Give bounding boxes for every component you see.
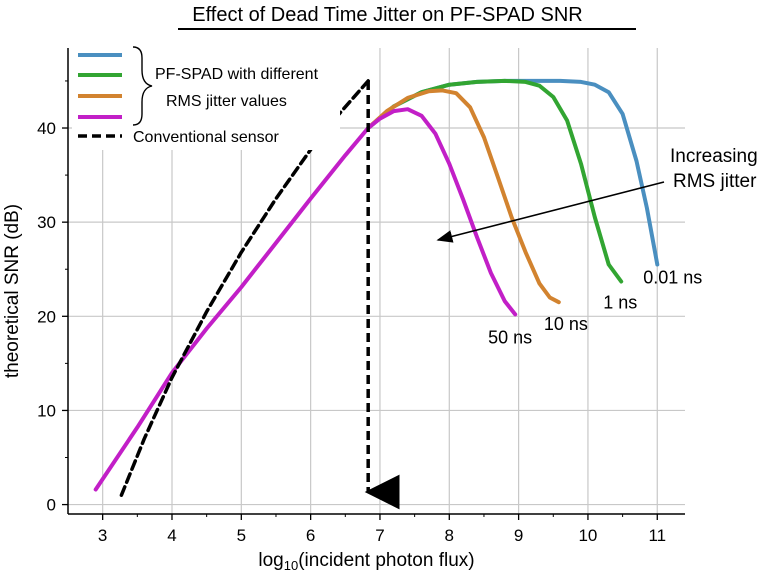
x-tick-label: 9 [514, 526, 523, 545]
label-10ns: 10 ns [544, 314, 588, 334]
x-tick-label: 7 [375, 526, 384, 545]
arrow-text-line2: RMS jitter [673, 171, 757, 192]
series-line [366, 78, 660, 267]
y-tick-label: 40 [37, 119, 56, 138]
title-underline [178, 28, 636, 30]
legend-brace [132, 46, 153, 126]
y-tick-label: 30 [37, 213, 56, 232]
annotation-layer: 0.01 ns 1 ns 10 ns 50 ns Increasing RMS jitte… [364, 80, 758, 510]
series-line [366, 88, 561, 305]
legend-group-label-line2: RMS jitter values [166, 93, 287, 110]
y-tick-label: 10 [37, 401, 56, 420]
x-tick-label: 6 [306, 526, 315, 545]
y-tick-label: 0 [47, 496, 56, 515]
x-tick-label: 5 [237, 526, 246, 545]
increasing-jitter-arrow [436, 181, 665, 243]
legend: Conventional sensor PF-SPAD with differen… [72, 42, 340, 150]
x-tick-label: 10 [578, 526, 597, 545]
x-tick-label: 11 [648, 526, 666, 545]
label-0-01ns: 0.01 ns [643, 268, 702, 288]
legend-group-label-line1: PF-SPAD with different [155, 66, 319, 83]
y-axis-label: theoretical SNR (dB) [2, 204, 23, 378]
label-1ns: 1 ns [603, 292, 637, 312]
arrow-text-line1: Increasing [670, 146, 758, 167]
chart-title: Effect of Dead Time Jitter on PF-SPAD SN… [192, 4, 583, 26]
x-tick-label: 3 [98, 526, 107, 545]
y-tick-label: 20 [37, 307, 56, 326]
x-axis-label: log10(incident photon flux) [258, 550, 474, 572]
series-line [93, 107, 518, 492]
label-50ns: 50 ns [488, 327, 532, 347]
x-tick-label: 8 [445, 526, 454, 545]
axes: 3 4 5 6 7 8 9 10 11 0 10 20 30 40 log10(incident photo… [2, 48, 685, 572]
legend-entry-conventional: Conventional sensor [133, 129, 280, 146]
x-tick-label: 4 [167, 526, 176, 545]
